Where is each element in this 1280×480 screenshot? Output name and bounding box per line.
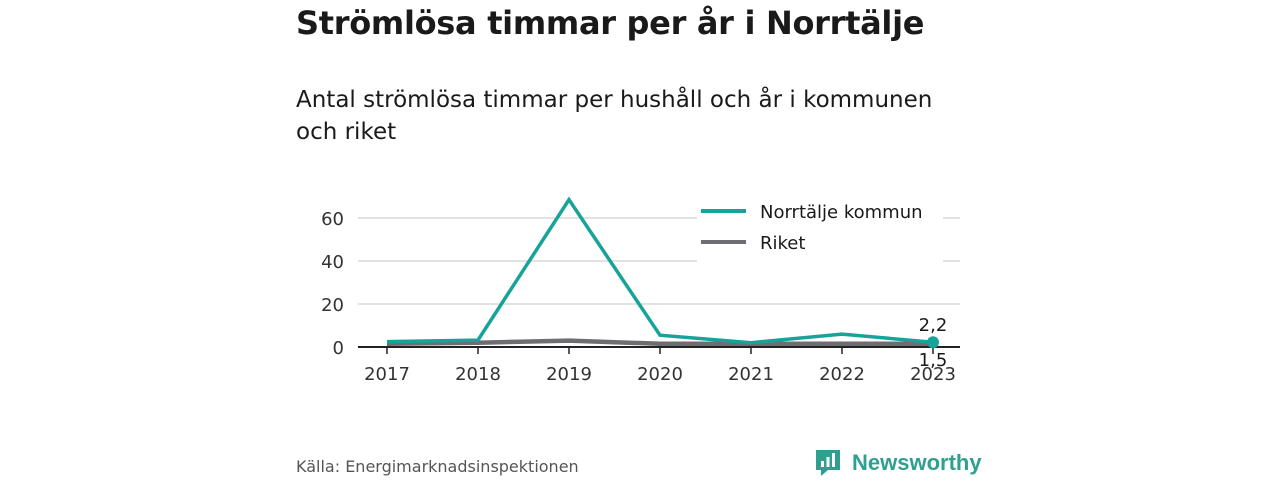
y-tick-label: 60 (321, 209, 344, 230)
chart-subtitle: Antal strömlösa timmar per hushåll och å… (296, 87, 933, 145)
chart-title: Strömlösa timmar per år i Norrtälje (296, 4, 925, 42)
legend: Norrtälje kommun Riket (697, 192, 943, 262)
x-tick-label: 2022 (819, 364, 865, 385)
legend-label: Norrtälje kommun (760, 202, 923, 223)
newsworthy-brand: Newsworthy (814, 446, 982, 480)
y-tick-label: 0 (333, 338, 344, 359)
series-line-norrtalje (386, 196, 934, 345)
source-text: Källa: Energimarknadsinspektionen (296, 457, 579, 476)
y-axis-ticks: 0 20 40 60 (321, 209, 344, 359)
x-tick-label: 2017 (364, 364, 410, 385)
y-tick-label: 20 (321, 295, 344, 316)
x-tick-label: 2021 (728, 364, 774, 385)
x-tick-label: 2020 (637, 364, 683, 385)
y-tick-label: 40 (321, 252, 344, 273)
line-chart: 0 20 40 60 2017 2018 2019 2020 2021 2022 2023 Nor… (321, 192, 960, 385)
x-axis-ticks: 2017 2018 2019 2020 2021 2022 2023 (364, 347, 956, 385)
end-labels: 2,2 1,5 (919, 315, 948, 371)
series-lines (386, 196, 939, 349)
end-label-norrtalje: 2,2 (919, 315, 948, 336)
series-line-riket (386, 338, 933, 347)
x-tick-label: 2018 (455, 364, 501, 385)
end-point-norrtalje (927, 336, 939, 349)
newsworthy-logo-icon (816, 450, 840, 476)
legend-background (697, 192, 943, 262)
x-tick-label: 2019 (546, 364, 592, 385)
brand-name: Newsworthy (852, 450, 982, 475)
legend-label: Riket (760, 233, 805, 254)
end-label-riket: 1,5 (919, 350, 948, 371)
x-tick-label: 2023 (910, 364, 956, 385)
